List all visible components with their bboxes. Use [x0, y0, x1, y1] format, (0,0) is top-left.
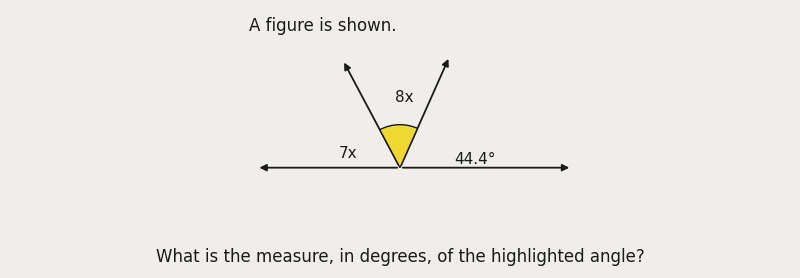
Text: 8x: 8x: [395, 90, 414, 105]
Text: 7x: 7x: [338, 146, 357, 161]
Text: What is the measure, in degrees, of the highlighted angle?: What is the measure, in degrees, of the …: [156, 248, 644, 265]
Wedge shape: [380, 125, 418, 168]
Text: 44.4°: 44.4°: [454, 152, 496, 167]
Text: A figure is shown.: A figure is shown.: [250, 17, 397, 35]
